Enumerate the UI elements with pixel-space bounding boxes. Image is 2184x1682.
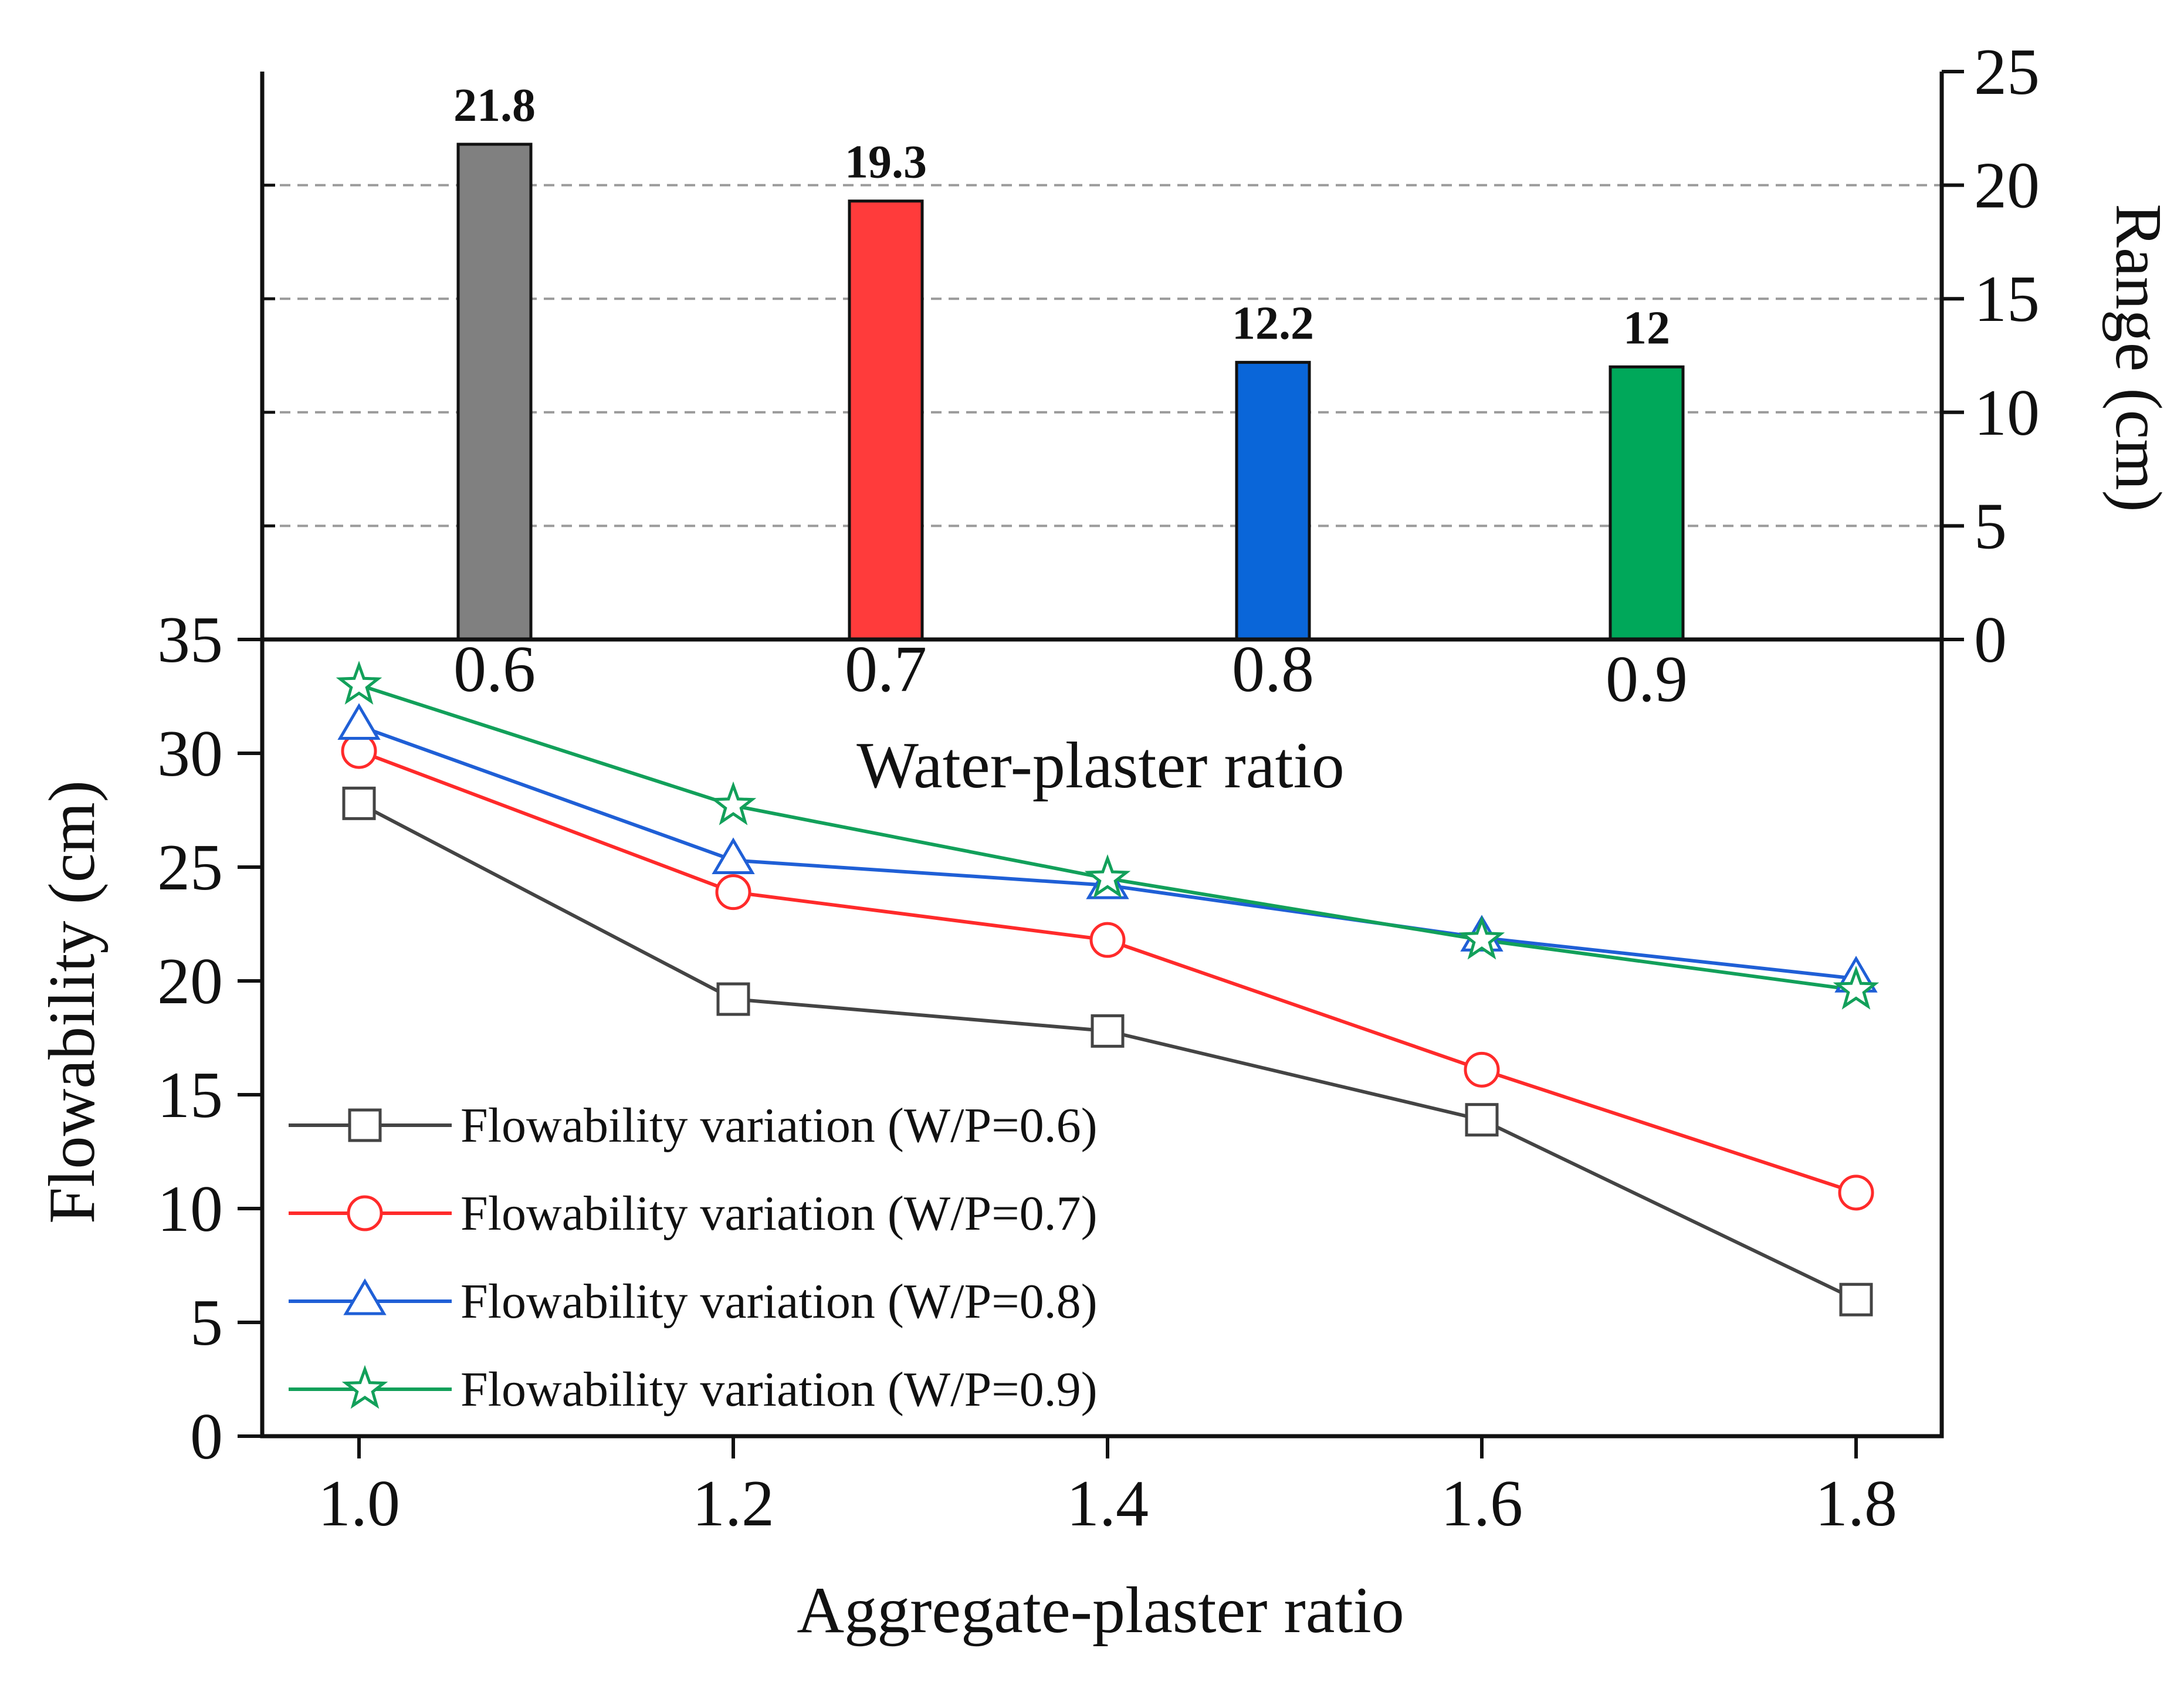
bar-y-tick-label: 0 [1974,604,2007,676]
series-marker-square [1465,1103,1499,1137]
bar-wp-0.6 [456,143,533,641]
bar-y-tick-label: 20 [1974,150,2040,222]
bar-value-label: 12 [1623,302,1670,354]
series-markers [336,661,1880,1317]
line-x-tick-label: 1.0 [318,1467,400,1540]
series-marker-circle [715,874,751,911]
legend-label: Flowability variation (W/P=0.8) [460,1274,1098,1329]
bar-wp-0.9 [1609,365,1685,641]
bars [456,143,1685,641]
series-marker-triangle [337,703,381,740]
line-x-axis-title: Aggregate-plaster ratio [797,1574,1404,1647]
line-x-tick-label: 1.4 [1066,1467,1149,1540]
bar-value-labels: 21.8 19.3 12.2 12 [453,80,1670,354]
line-y-tick-label: 30 [157,718,223,790]
legend-marker-circle [347,1195,383,1231]
line-y-tick-label: 10 [157,1173,223,1246]
line-y-tick-label: 5 [190,1287,223,1359]
legend-label: Flowability variation (W/P=0.6) [460,1098,1098,1153]
series-marker-circle [1838,1175,1874,1211]
series-marker-star [1458,915,1505,960]
bar-y-tick-label: 5 [1974,490,2007,563]
bar-x-tick-label: 0.7 [845,633,927,706]
series-marker-star [336,661,382,705]
legend-label: Flowability variation (W/P=0.7) [460,1186,1098,1241]
line-y-tick-label: 25 [157,831,223,904]
series-marker-star [1833,966,1880,1010]
series-marker-star [710,781,757,825]
series-marker-square [1091,1014,1125,1048]
legend-marker-star [341,1365,388,1409]
bar-x-axis-title: Water-plaster ratio [856,729,1344,802]
line-y-tick-label: 20 [157,945,223,1018]
series-marker-star [1084,854,1131,898]
series-marker-square [716,982,750,1016]
legend: Flowability variation (W/P=0.6) Flowabili… [289,1098,1098,1417]
legend-marker-triangle [343,1278,387,1315]
series-marker-square [1839,1282,1873,1317]
bar-x-tick-label: 0.9 [1606,643,1688,716]
line-plot-frame [260,637,1944,1439]
line-y-tick-label: 15 [157,1059,223,1132]
range-bar-chart: 21.8 19.3 12.2 12 0.6 0.7 0.8 0.9 0 5 10 15 20 25 W… [260,36,2175,802]
line-x-tick-label: 1.8 [1815,1467,1897,1540]
line-y-tick-label: 0 [190,1400,223,1473]
bar-x-tick-label: 0.6 [453,633,536,706]
bar-x-tick-label: 0.8 [1232,633,1314,706]
line-y-axis-title: Flowability (cm) [36,780,109,1224]
line-x-tick-label: 1.6 [1441,1467,1523,1540]
bar-value-label: 21.8 [453,80,536,131]
line-y-tick-label: 35 [157,604,223,676]
line-x-axis-ticks: 1.0 1.2 1.4 1.6 1.8 [318,1436,1897,1540]
bar-x-tick-labels: 0.6 0.7 0.8 0.9 [453,633,1688,716]
bar-wp-0.7 [848,199,924,641]
series-marker-triangle [712,837,755,874]
series-marker-square [342,786,376,820]
line-x-tick-label: 1.2 [692,1467,774,1540]
series-marker-circle [1464,1051,1500,1088]
bar-y-axis-ticks: 0 5 10 15 20 25 [262,36,2040,676]
line-y-axis-ticks: 0 5 10 15 20 25 30 35 [157,604,262,1473]
legend-label: Flowability variation (W/P=0.9) [460,1362,1098,1417]
bar-wp-0.8 [1235,361,1311,641]
flowability-line-chart: 0 5 10 15 20 25 30 35 1.0 1.2 1.4 1.6 1.8 Flowabili… [36,604,1944,1647]
bar-y-axis-title: Range (cm) [2102,204,2175,512]
bar-y-tick-label: 10 [1974,377,2040,449]
bar-y-tick-label: 15 [1974,263,2040,336]
series-marker-circle [1089,922,1126,958]
legend-marker-square [348,1108,382,1142]
bar-value-label: 12.2 [1232,298,1314,350]
bar-value-label: 19.3 [845,137,927,188]
bar-y-tick-label: 25 [1974,36,2040,109]
